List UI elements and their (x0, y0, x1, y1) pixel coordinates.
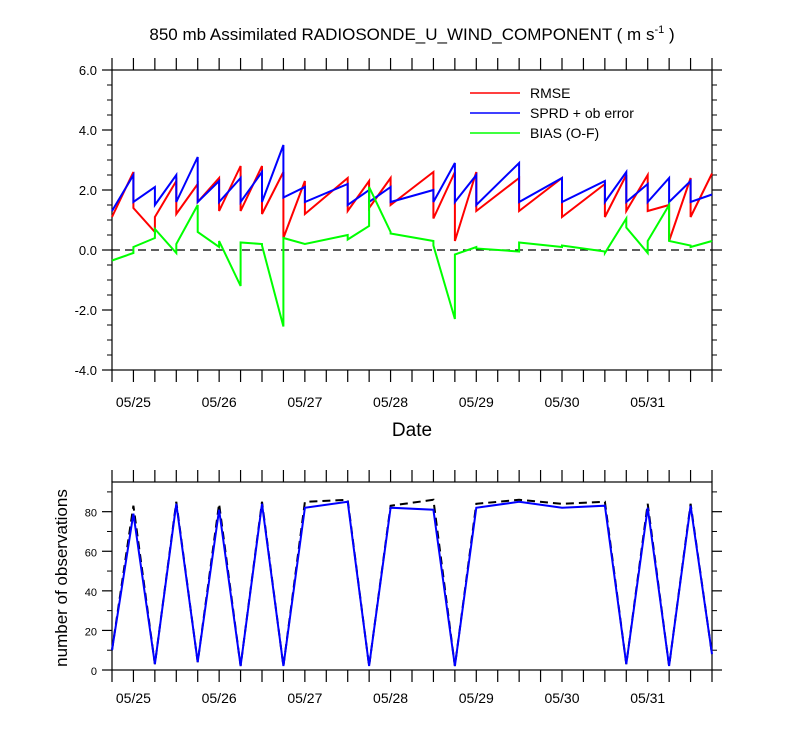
chart-title-end: ) (664, 25, 674, 44)
y-tick-label: 4.0 (79, 123, 97, 138)
series-line-sprd-ob-error (111, 144, 713, 212)
chart-title-superscript: -1 (654, 24, 664, 36)
legend-label-rmse: RMSE (530, 85, 570, 101)
y-tick-label: 6.0 (79, 63, 97, 78)
y-tick-label: 20 (85, 626, 97, 638)
y-tick-label: 80 (85, 508, 97, 520)
top-panel: 6.04.02.00.0-2.0-4.0 05/25 05/26 05/27 05/2… (75, 58, 722, 441)
x-tick-label: 05/26 (202, 394, 237, 410)
x-tick-label: 05/30 (544, 394, 579, 410)
x-tick-label: 05/29 (459, 394, 494, 410)
y-axis-title-observations: number of observations (52, 489, 71, 667)
y-tick-label: 0 (91, 666, 97, 678)
series-line-observations-possible (111, 498, 713, 667)
x-axis-title: Date (392, 420, 432, 441)
x-tick-label: 05/28 (373, 394, 408, 410)
y-tick-label: -2.0 (75, 303, 97, 318)
legend: RMSE SPRD + ob error BIAS (O-F) (470, 85, 634, 141)
x-tick-label: 05/28 (373, 690, 408, 706)
x-tick-label: 05/25 (116, 394, 151, 410)
x-tick-label: 05/31 (630, 690, 665, 706)
x-tick-label: 05/26 (202, 690, 237, 706)
legend-label-sprd: SPRD + ob error (530, 105, 634, 121)
chart-title: 850 mb Assimilated RADIOSONDE_U_WIND_COM… (149, 24, 674, 44)
y-tick-label: 2.0 (79, 183, 97, 198)
x-tick-label: 05/25 (116, 690, 151, 706)
y-tick-label: 40 (85, 587, 97, 599)
y-tick-label: 60 (85, 547, 97, 559)
x-tick-label: 05/27 (287, 394, 322, 410)
y-tick-label: -4.0 (75, 363, 97, 378)
x-tick-label: 05/29 (459, 690, 494, 706)
chart-title-main: 850 mb Assimilated RADIOSONDE_U_WIND_COM… (149, 25, 654, 44)
bottom-plot-frame (111, 481, 713, 671)
series-line-bias-o-f (111, 186, 713, 327)
bottom-x-axis: 05/25 05/26 05/27 05/28 05/29 05/30 05/31 (111, 470, 713, 706)
series-line-observations-used (111, 500, 713, 667)
bottom-y-axis: 0 20 40 60 80 (85, 491, 722, 678)
bottom-series (111, 498, 713, 667)
x-tick-label: 05/31 (630, 394, 665, 410)
top-x-axis: 05/25 05/26 05/27 05/28 05/29 05/30 05/31 (111, 58, 713, 410)
x-tick-label: 05/27 (287, 690, 322, 706)
legend-label-bias: BIAS (O-F) (530, 125, 599, 141)
top-series (111, 144, 713, 327)
x-tick-label: 05/30 (544, 690, 579, 706)
top-y-axis: 6.0 4.0 2.0 0.0 -2.0 -4.0 (75, 63, 722, 378)
bottom-panel: 0 20 40 60 80 05/25 05/26 05/27 05/28 05/29 05/30… (52, 470, 722, 706)
y-tick-label: 0.0 (79, 243, 97, 258)
